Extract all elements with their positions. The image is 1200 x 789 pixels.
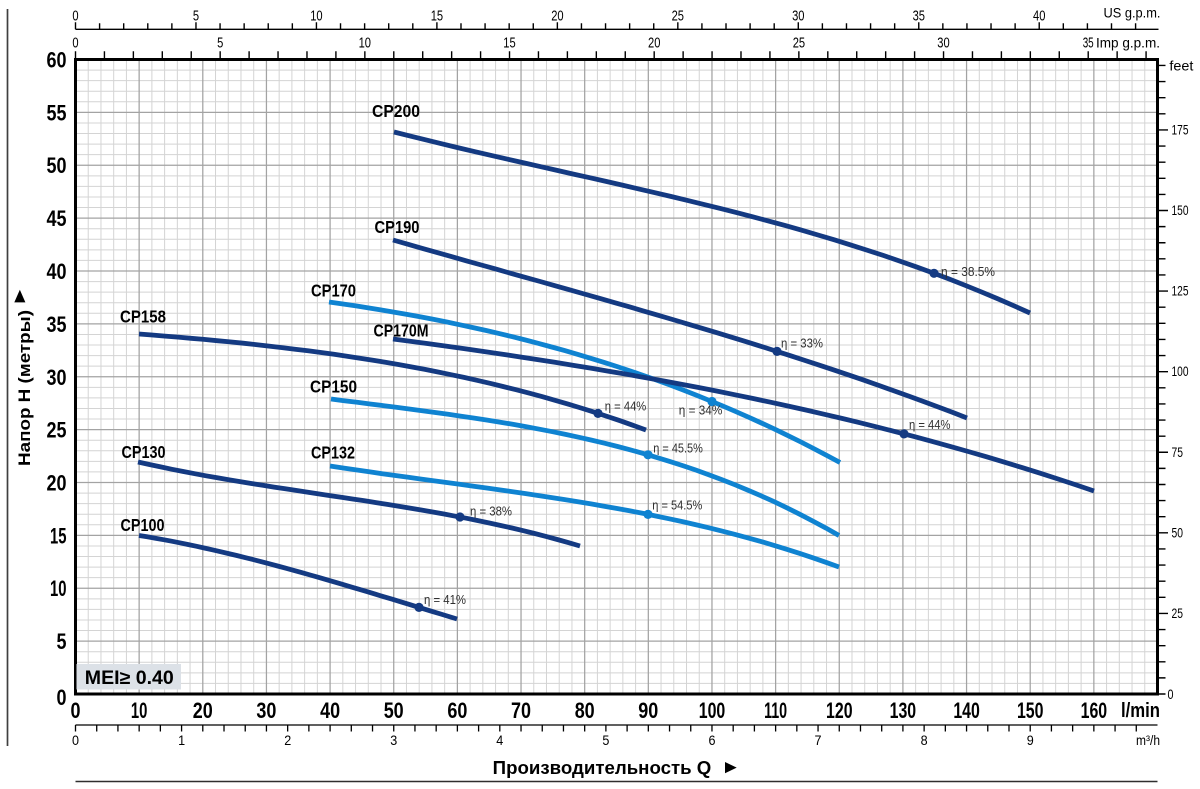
svg-text:50: 50 (384, 698, 404, 723)
svg-text:Imp g.p.m.: Imp g.p.m. (1096, 35, 1160, 50)
svg-text:20: 20 (193, 698, 213, 723)
svg-text:15: 15 (431, 9, 443, 25)
svg-text:55: 55 (47, 100, 67, 125)
svg-text:25: 25 (47, 418, 67, 443)
svg-text:120: 120 (826, 698, 853, 723)
svg-text:40: 40 (1033, 9, 1045, 25)
svg-text:0: 0 (1168, 687, 1174, 702)
svg-text:100: 100 (699, 698, 726, 723)
svg-text:30: 30 (47, 365, 67, 390)
svg-text:6: 6 (709, 732, 716, 748)
svg-text:MEI≥ 0.40: MEI≥ 0.40 (85, 668, 174, 689)
svg-text:3: 3 (390, 732, 397, 748)
svg-text:60: 60 (447, 698, 467, 723)
svg-text:0: 0 (72, 9, 78, 25)
svg-text:9: 9 (1027, 732, 1034, 748)
svg-text:70: 70 (511, 698, 531, 723)
svg-text:7: 7 (815, 732, 822, 748)
svg-text:5: 5 (57, 629, 67, 654)
svg-text:20: 20 (551, 9, 563, 25)
svg-text:CP132: CP132 (311, 443, 355, 463)
svg-text:η = 44%: η = 44% (605, 399, 647, 414)
svg-text:η = 54.5%: η = 54.5% (652, 498, 702, 513)
svg-text:4: 4 (496, 732, 503, 748)
svg-text:feet: feet (1169, 58, 1193, 74)
svg-text:110: 110 (764, 698, 787, 723)
svg-text:10: 10 (50, 576, 67, 601)
svg-text:CP200: CP200 (372, 101, 420, 121)
svg-text:η = 38%: η = 38% (470, 504, 512, 519)
svg-text:η = 33%: η = 33% (781, 336, 823, 351)
svg-text:CP100: CP100 (121, 515, 165, 535)
svg-text:90: 90 (638, 698, 658, 723)
svg-text:35: 35 (1083, 35, 1094, 51)
svg-text:75: 75 (1172, 445, 1184, 460)
svg-text:150: 150 (1172, 203, 1189, 218)
svg-text:25: 25 (1172, 606, 1184, 621)
svg-text:η = 45.5%: η = 45.5% (653, 441, 703, 456)
svg-text:40: 40 (320, 698, 340, 723)
svg-text:m³/h: m³/h (1136, 732, 1160, 748)
svg-text:η = 41%: η = 41% (424, 592, 466, 607)
svg-text:10: 10 (131, 698, 148, 723)
svg-text:Производительность Q: Производительность Q (493, 757, 712, 778)
svg-text:CP158: CP158 (120, 307, 166, 327)
svg-text:2: 2 (284, 732, 291, 748)
svg-text:0: 0 (72, 732, 79, 748)
svg-text:10: 10 (359, 35, 371, 51)
svg-text:15: 15 (50, 523, 67, 548)
svg-text:10: 10 (310, 9, 322, 25)
svg-text:5: 5 (193, 9, 199, 25)
svg-text:100: 100 (1172, 364, 1189, 379)
svg-text:30: 30 (256, 698, 276, 723)
svg-text:0: 0 (72, 35, 78, 51)
svg-text:15: 15 (503, 35, 515, 51)
svg-text:Напор H (метры): Напор H (метры) (15, 310, 34, 466)
svg-text:l/min: l/min (1121, 700, 1160, 722)
svg-text:8: 8 (921, 732, 928, 748)
svg-text:30: 30 (792, 9, 804, 25)
svg-text:50: 50 (47, 153, 67, 178)
svg-text:5: 5 (217, 35, 223, 51)
svg-text:140: 140 (953, 698, 980, 723)
svg-text:60: 60 (47, 48, 67, 73)
svg-text:1: 1 (178, 732, 185, 748)
svg-text:US g.p.m.: US g.p.m. (1104, 6, 1161, 21)
svg-text:25: 25 (672, 9, 684, 25)
svg-text:160: 160 (1081, 698, 1108, 723)
svg-text:25: 25 (793, 35, 805, 51)
svg-text:45: 45 (47, 206, 67, 231)
svg-text:20: 20 (47, 471, 67, 496)
svg-text:50: 50 (1172, 525, 1184, 540)
svg-text:0: 0 (57, 685, 67, 710)
svg-text:η = 44%: η = 44% (909, 417, 951, 432)
svg-text:80: 80 (575, 698, 595, 723)
svg-text:130: 130 (890, 698, 917, 723)
svg-text:5: 5 (602, 732, 609, 748)
svg-text:η = 34%: η = 34% (679, 403, 723, 418)
svg-text:125: 125 (1172, 284, 1189, 299)
svg-text:175: 175 (1172, 122, 1189, 137)
svg-text:η = 38.5%: η = 38.5% (941, 264, 995, 279)
svg-text:150: 150 (1017, 698, 1044, 723)
svg-text:CP170M: CP170M (374, 321, 429, 341)
svg-text:35: 35 (913, 9, 925, 25)
svg-text:CP150: CP150 (310, 377, 357, 397)
svg-text:CP170: CP170 (311, 281, 356, 301)
svg-text:40: 40 (47, 259, 67, 284)
svg-text:30: 30 (937, 35, 949, 51)
svg-text:CP130: CP130 (122, 442, 166, 462)
svg-text:CP190: CP190 (375, 217, 420, 237)
svg-text:0: 0 (71, 698, 81, 723)
svg-text:35: 35 (47, 312, 67, 337)
svg-text:20: 20 (648, 35, 660, 51)
